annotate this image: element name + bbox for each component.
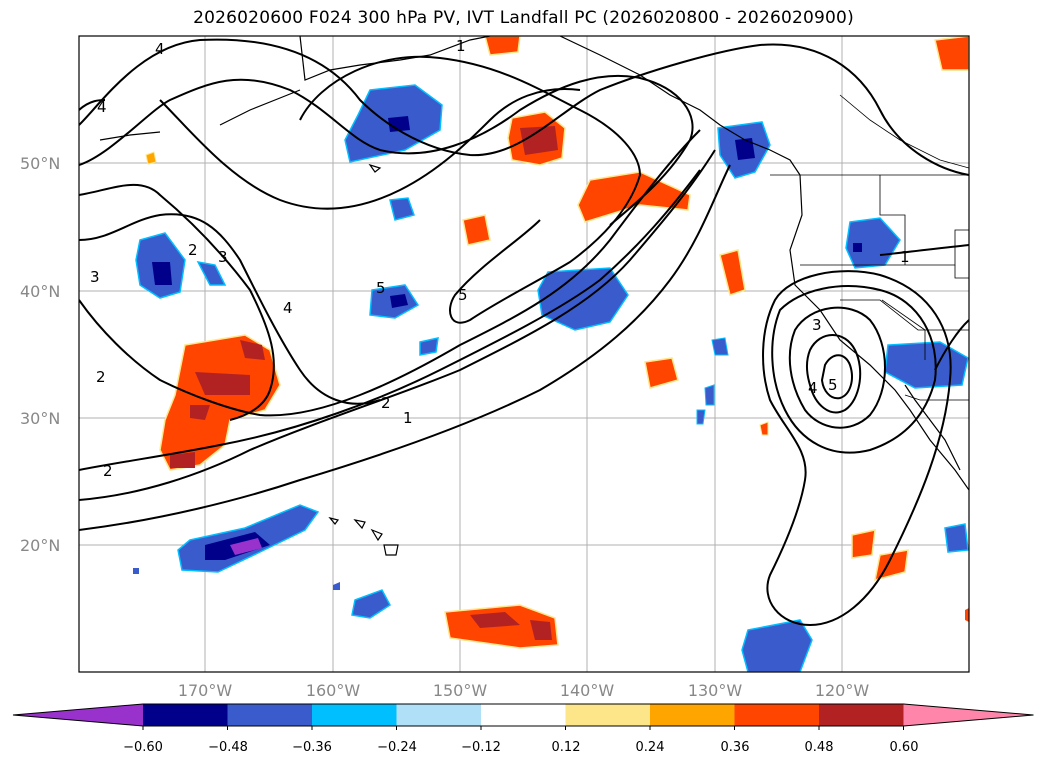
colorbar-ticks: −0.60 −0.48 −0.36 −0.24 −0.12 0.12 0.24 … — [123, 740, 918, 755]
contour-label: 5 — [376, 279, 386, 297]
lon-label: 140°W — [560, 681, 615, 700]
colorbar-segment — [143, 704, 228, 726]
contour-label: 3 — [90, 268, 100, 286]
lat-label: 20°N — [20, 536, 60, 555]
colorbar-segment — [481, 704, 566, 726]
contour-label: 5 — [458, 286, 468, 304]
colorbar-segment — [565, 704, 651, 726]
graticule — [79, 36, 969, 672]
contour-label: 2 — [96, 368, 106, 386]
colorbar-tick-label: −0.12 — [461, 740, 501, 755]
colorbar-tick-label: 0.24 — [636, 740, 665, 755]
contour-label: 1 — [456, 37, 466, 55]
map-border — [78, 35, 970, 673]
colorbar-tick-label: −0.24 — [377, 740, 417, 755]
colorbar-segment — [312, 704, 397, 726]
colorbar-tick-label: −0.36 — [292, 740, 332, 755]
colorbar-tick-label: −0.48 — [208, 740, 248, 755]
plot-title: 2026020600 F024 300 hPa PV, IVT Landfall… — [193, 8, 854, 28]
colorbar — [12, 703, 1034, 730]
colorbar-extend-high — [903, 704, 1034, 726]
pv-negative-anomalies — [133, 84, 969, 672]
contour-label: 4 — [97, 98, 107, 116]
colorbar-tick-label: 0.12 — [552, 740, 581, 755]
contour-label: 4 — [808, 379, 818, 397]
lat-label: 30°N — [20, 409, 60, 428]
contour-label: 2 — [381, 394, 391, 412]
colorbar-segment — [734, 704, 820, 726]
colorbar-tick-label: −0.60 — [123, 740, 163, 755]
colorbar-tick-label: 0.60 — [890, 740, 919, 755]
contour-label: 2 — [103, 462, 113, 480]
contour-label: 1 — [900, 248, 910, 266]
colorbar-segment — [650, 704, 735, 726]
colorbar-tick-label: 0.36 — [721, 740, 750, 755]
colorbar-segment — [396, 704, 482, 726]
colorbar-extend-low — [13, 704, 143, 726]
contour-labels: 4 1 4 3 2 3 4 5 5 2 2 1 2 3 5 4 1 — [90, 37, 910, 480]
colorbar-tick-label: 0.48 — [805, 740, 834, 755]
contour-label: 2 — [188, 241, 198, 259]
lon-label: 170°W — [178, 681, 233, 700]
contour-label: 3 — [812, 316, 822, 334]
lon-label: 120°W — [815, 681, 870, 700]
lat-label: 40°N — [20, 282, 60, 301]
contour-label: 4 — [155, 40, 165, 58]
lon-label: 150°W — [433, 681, 488, 700]
colorbar-segment — [819, 704, 904, 726]
contour-label: 4 — [283, 299, 293, 317]
contour-label: 1 — [403, 409, 413, 427]
ivt-contours — [79, 38, 969, 627]
colorbar-segment — [227, 704, 313, 726]
contour-label: 3 — [218, 248, 228, 266]
pv-positive-anomalies — [145, 36, 969, 649]
political-borders — [770, 94, 969, 401]
longitude-labels: 170°W 160°W 150°W 140°W 130°W 120°W — [178, 681, 870, 700]
lon-label: 130°W — [688, 681, 743, 700]
coastlines — [99, 36, 969, 556]
lon-label: 160°W — [306, 681, 361, 700]
contour-label: 5 — [828, 376, 838, 394]
latitude-labels: 50°N 40°N 30°N 20°N — [20, 154, 60, 555]
lat-label: 50°N — [20, 154, 60, 173]
